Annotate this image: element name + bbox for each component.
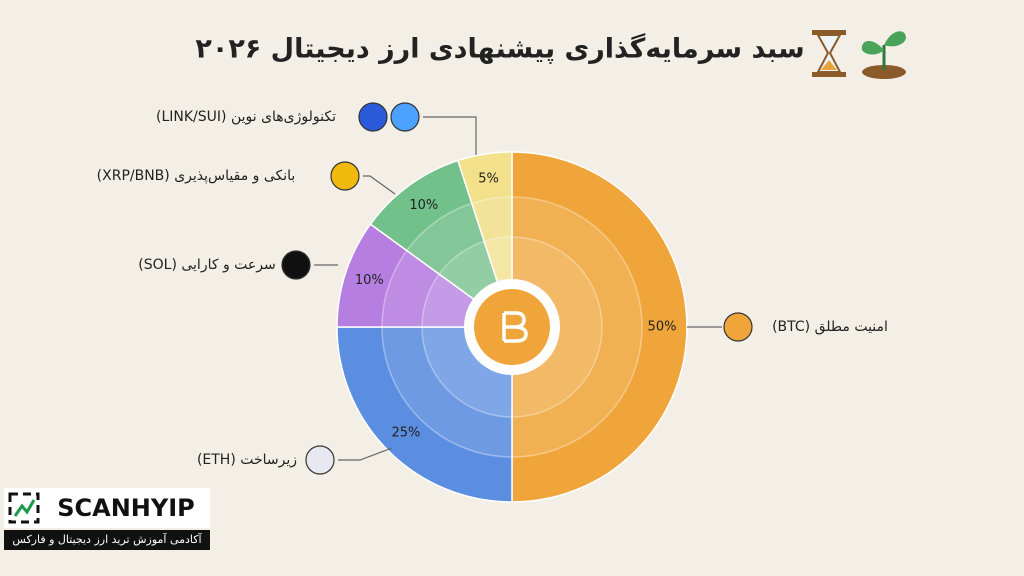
brand-logo-line bbox=[13, 499, 36, 517]
value-label: 50% bbox=[648, 320, 677, 335]
coin-icon bbox=[358, 102, 388, 132]
chart-title: سبد سرمایه‌گذاری پیشنهادی ارز دیجیتال ۲۰… bbox=[195, 33, 804, 65]
legend-label: بانکی و مقیاس‌پذیری (XRP/BNB) bbox=[97, 168, 296, 184]
legend-label: زیرساخت (ETH) bbox=[197, 452, 297, 468]
coin-icon bbox=[723, 312, 753, 342]
brand-strip bbox=[4, 530, 210, 550]
coin-icon bbox=[281, 250, 311, 280]
value-label: 25% bbox=[391, 426, 420, 441]
leader-line bbox=[338, 447, 393, 461]
value-label: 10% bbox=[355, 273, 384, 288]
coin-icon bbox=[305, 445, 335, 475]
pie: 50% امنیت مطلق (BTC) 25% زیرساخت (ETH) 10% سر… bbox=[97, 102, 888, 503]
plant-icon bbox=[861, 31, 906, 79]
brand: SCANHYIP آکادمی آموزش ترید ارز دیجیتال و… bbox=[4, 488, 210, 550]
leader-line bbox=[423, 116, 477, 155]
value-label: 10% bbox=[409, 198, 438, 213]
coin-icon bbox=[390, 102, 420, 132]
legend-label: سرعت و کارایی (SOL) bbox=[138, 257, 275, 273]
value-label: 5% bbox=[478, 171, 499, 186]
pie-slice bbox=[336, 326, 513, 503]
legend-label: تکنولوژی‌های نوین (LINK/SUI) bbox=[156, 109, 336, 125]
brand-tagline: آکادمی آموزش ترید ارز دیجیتال و فارکس bbox=[12, 532, 202, 546]
pie-slice bbox=[336, 223, 515, 328]
pie-slice bbox=[369, 159, 514, 329]
brand-logo bbox=[8, 492, 40, 524]
legend-label: امنیت مطلق (BTC) bbox=[772, 319, 888, 335]
brand-name: SCANHYIP bbox=[57, 494, 195, 522]
hourglass-icon bbox=[812, 30, 846, 77]
center-coin-mark bbox=[502, 311, 528, 343]
coin-icon bbox=[330, 161, 360, 191]
leader-line bbox=[363, 175, 396, 195]
